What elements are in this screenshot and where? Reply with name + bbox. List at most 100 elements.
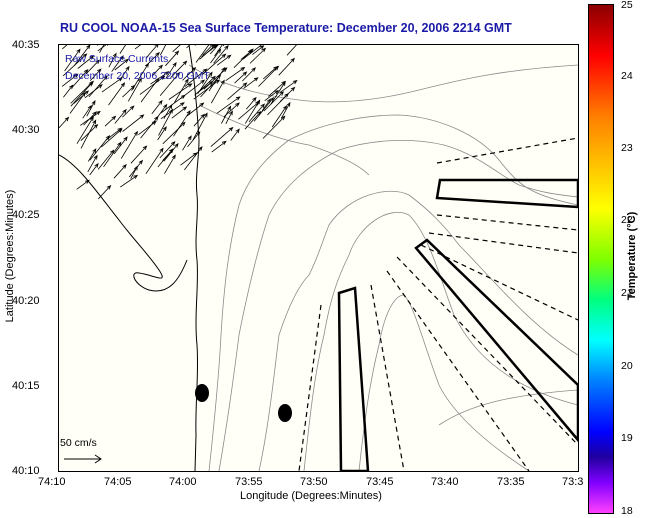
x-tick-label: 73:50	[300, 476, 328, 488]
current-vector-arrow	[258, 65, 280, 87]
current-vector-arrow	[140, 77, 160, 103]
current-vector-arrow	[193, 113, 205, 127]
current-vector-arrow	[164, 154, 176, 174]
current-vector-arrow	[146, 45, 159, 58]
current-vector-arrow	[76, 116, 94, 144]
current-vector-arrow	[187, 131, 201, 148]
current-vector-arrow	[151, 99, 163, 115]
y-tick-label: 40:10	[12, 465, 40, 477]
current-vector-arrow	[99, 45, 105, 53]
current-vector-arrow	[192, 112, 208, 141]
current-vector-arrow	[122, 84, 136, 98]
current-vector-arrow	[87, 154, 98, 173]
current-vector-arrow	[151, 64, 163, 76]
current-vector-arrow	[202, 45, 214, 56]
current-vector-arrow	[249, 47, 267, 64]
current-vector-arrow	[278, 57, 295, 76]
current-vector-arrow	[286, 45, 297, 56]
current-vector-arrow	[108, 82, 126, 106]
beam-outline	[435, 178, 578, 209]
x-tick-label: 73:55	[235, 476, 263, 488]
current-vector-arrow	[210, 126, 234, 147]
current-vector-arrow	[103, 141, 122, 168]
current-vector-arrow	[114, 108, 127, 124]
current-vector-arrow	[157, 148, 174, 168]
current-vector-arrow	[216, 96, 241, 114]
current-vector-arrow	[263, 66, 278, 80]
current-vector-arrow	[120, 130, 138, 159]
current-vector-arrow	[201, 53, 227, 76]
current-vector-arrow	[234, 71, 248, 84]
contour-line	[258, 190, 578, 471]
current-vector-arrow	[114, 58, 129, 71]
colorbar-tick: 18	[621, 505, 633, 517]
current-vector-arrow	[242, 67, 257, 82]
current-vector-arrow	[168, 83, 193, 100]
contour-line	[303, 212, 578, 471]
current-vector-arrow	[213, 45, 229, 64]
current-vector-arrow	[225, 66, 246, 82]
current-vector-arrow	[162, 121, 186, 145]
y-tick-label: 40:30	[12, 124, 40, 136]
current-vector-arrow	[82, 104, 92, 119]
x-tick-label: 73:45	[366, 476, 394, 488]
current-vector-arrow	[170, 60, 188, 79]
x-tick-label: 73:40	[431, 476, 459, 488]
current-vector-arrow	[264, 90, 280, 102]
current-vector-arrow	[113, 164, 127, 179]
y-tick-label: 40:35	[12, 39, 40, 51]
current-vector-arrow	[108, 52, 117, 68]
current-vector-arrow	[194, 75, 216, 96]
current-vector-arrow	[243, 77, 259, 89]
current-vector-arrow	[210, 79, 225, 104]
current-vector-arrow	[248, 103, 265, 123]
current-vector-arrow	[159, 45, 167, 56]
current-vector-arrow	[101, 77, 123, 93]
x-axis-label: Longitude (Degrees:Minutes)	[240, 490, 382, 502]
contour-line	[198, 104, 370, 176]
current-vector-arrow	[172, 45, 181, 53]
current-vector-arrow	[97, 45, 109, 52]
y-axis-label: Latitude (Degrees:Minutes)	[4, 189, 16, 323]
x-tick-label: 74:00	[169, 476, 197, 488]
current-vector-arrow	[158, 108, 173, 136]
current-vector-arrow	[70, 80, 95, 104]
x-tick-label: 73:3	[562, 476, 584, 488]
current-vector-arrow	[262, 115, 286, 139]
current-vector-arrow	[80, 110, 101, 126]
current-vector-arrow	[186, 45, 191, 49]
current-vector-arrow	[165, 61, 177, 79]
current-vector-arrow	[186, 102, 205, 117]
current-vector-arrow	[97, 184, 112, 200]
beam-outline	[337, 286, 370, 471]
current-vector-arrow	[271, 105, 288, 128]
current-vector-arrow	[139, 75, 166, 95]
current-vector-arrow	[280, 101, 291, 119]
current-vector-arrow	[145, 51, 160, 67]
current-vector-arrow	[127, 77, 142, 102]
current-vector-arrow	[253, 96, 275, 122]
current-vector-arrow	[171, 106, 188, 119]
current-vector-arrow	[85, 59, 100, 75]
contour-line	[208, 114, 578, 471]
colorbar-tick: 25	[621, 0, 633, 11]
current-vector-arrow	[87, 148, 97, 162]
y-tick-label: 40:15	[12, 380, 40, 392]
current-vector-arrow	[180, 152, 198, 166]
current-vector-arrow	[122, 114, 145, 132]
scale-vector-label: 50 cm/s	[60, 437, 97, 449]
current-vector-arrow	[211, 140, 227, 153]
current-vector-arrow	[122, 105, 135, 118]
current-vector-arrow	[221, 105, 232, 124]
current-vector-arrow	[261, 98, 272, 112]
current-vector-arrow	[182, 66, 197, 81]
current-vector-arrow	[145, 147, 164, 175]
current-vector-arrow	[267, 92, 289, 116]
colorbar-tick: 20	[621, 360, 633, 372]
colorbar-tick: 21	[621, 287, 633, 299]
current-vector-arrow	[279, 80, 298, 94]
current-vector-arrow	[71, 69, 89, 88]
current-vector-arrow	[163, 104, 173, 119]
legend-currents-label: Raw Surface Currents	[65, 53, 169, 65]
y-tick-label: 40:20	[12, 295, 40, 307]
